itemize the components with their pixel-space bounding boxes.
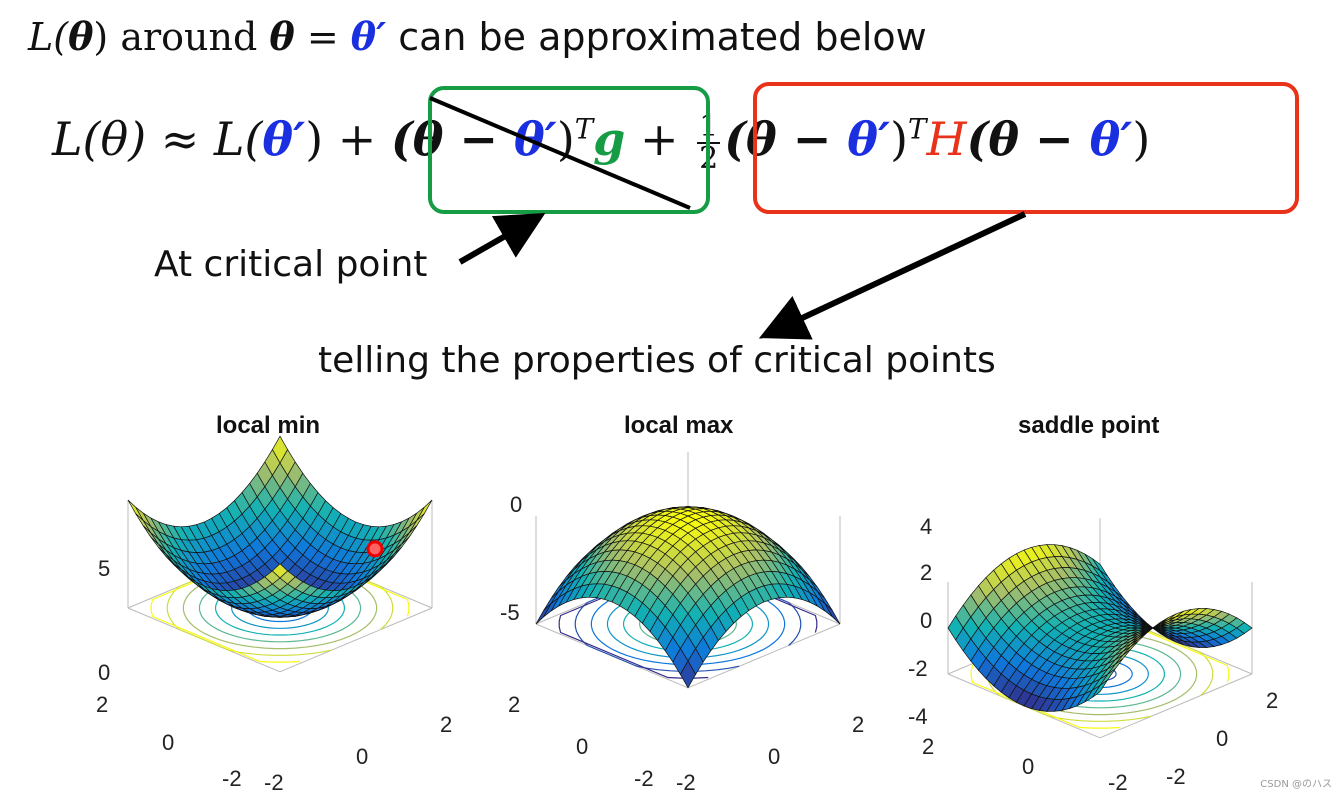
tick-saddle-z-4: 4 — [920, 514, 933, 539]
header-line: L(θ) around θ = θ′ can be approximated b… — [28, 14, 927, 59]
tick-localmax-left-0: 0 — [576, 734, 589, 759]
tick-saddle-right-0: 0 — [1216, 726, 1229, 751]
tick-saddle-z-0: 0 — [920, 608, 933, 633]
watermark: CSDN @のハス — [1260, 779, 1332, 790]
tick-localmin-z-0: 0 — [98, 660, 111, 685]
plot-title-local-max: local max — [624, 412, 734, 439]
tick-localmin-z-5: 5 — [98, 556, 111, 581]
axis-line — [1099, 673, 1253, 739]
formula-plus: + — [625, 112, 694, 166]
arrow-properties — [759, 211, 1027, 340]
tick-localmin-right-2: 2 — [440, 712, 453, 737]
header-theta-prime: θ′ — [350, 14, 387, 59]
tick-localmax-left-neg2: -2 — [634, 766, 654, 791]
surface-patch — [1092, 679, 1108, 698]
formula-term2-close: ) — [890, 112, 909, 166]
axis-line — [687, 623, 841, 689]
plot-local-min — [127, 435, 433, 673]
minimum-marker — [366, 540, 384, 558]
surface-patch — [416, 499, 433, 521]
tick-localmax-right-2: 2 — [852, 712, 865, 737]
formula-term2-close2: ) — [1132, 112, 1151, 166]
tick-saddle-z-neg2: -2 — [908, 656, 928, 681]
plot-title-saddle: saddle point — [1018, 412, 1160, 439]
formula-term2-open: (θ − — [724, 112, 848, 166]
surface-patch — [271, 563, 289, 579]
label-properties: telling the properties of critical point… — [318, 340, 996, 381]
tick-localmax-right-0: 0 — [768, 744, 781, 769]
formula-term1-sup: T — [574, 112, 594, 146]
formula-close: ) + — [305, 112, 391, 166]
label-critical: At critical point — [154, 244, 428, 285]
tick-saddle-left-neg2: -2 — [1108, 770, 1128, 795]
tick-localmin-right-neg2: -2 — [264, 770, 284, 795]
tick-saddle-left-0: 0 — [1022, 754, 1035, 779]
tick-localmax-z-0: 0 — [510, 492, 523, 517]
arrow-critical — [458, 213, 546, 265]
taylor-formula: L(θ) ≈ L(θ′) + (θ − θ′)Tg + 1 2 (θ − θ′)TH… — [52, 112, 1150, 174]
tick-saddle-z-neg4: -4 — [908, 704, 928, 729]
formula-term2-sup: T — [908, 112, 927, 146]
formula-g: g — [593, 112, 626, 166]
header-theta: θ — [68, 14, 94, 59]
tick-saddle-z-2: 2 — [920, 560, 933, 585]
tick-localmax-z-neg5: -5 — [500, 600, 520, 625]
tick-saddle-right-2: 2 — [1266, 688, 1279, 713]
header-part1: L( — [28, 15, 69, 59]
header-part3: can be approximated below — [386, 15, 927, 59]
hessian-box — [753, 82, 1299, 214]
tick-localmin-left-neg2: -2 — [222, 766, 242, 791]
formula-lhs-prime: θ′ — [262, 112, 306, 166]
formula-term2-open2: (θ − — [966, 112, 1090, 166]
axis-line — [279, 607, 433, 673]
formula-term1-prime: θ′ — [514, 112, 557, 166]
formula-H: H — [926, 112, 967, 166]
header-theta-2: θ — [269, 14, 295, 59]
formula-term2-prime2: θ′ — [1089, 112, 1133, 166]
tick-localmin-right-0: 0 — [356, 744, 369, 769]
gradient-box — [428, 86, 710, 214]
tick-saddle-right-neg2: -2 — [1166, 764, 1186, 789]
tick-saddle-left-2: 2 — [922, 734, 935, 759]
plot-local-max — [535, 452, 841, 689]
formula-term2-prime: θ′ — [847, 112, 891, 166]
surface-patch — [127, 499, 144, 521]
formula-lhs: L(θ) ≈ L( — [52, 112, 263, 166]
tick-localmin-left-2: 2 — [96, 692, 109, 717]
plot-title-local-min: local min — [216, 412, 321, 439]
tick-localmax-right-neg2: -2 — [676, 770, 696, 795]
header-part2: ) around — [93, 15, 270, 59]
header-eq: = — [294, 15, 351, 59]
plot-saddle — [947, 518, 1253, 739]
tick-localmin-left-0: 0 — [162, 730, 175, 755]
tick-localmax-left-2: 2 — [508, 692, 521, 717]
strike-line — [429, 96, 691, 210]
surface-patch — [679, 660, 697, 689]
